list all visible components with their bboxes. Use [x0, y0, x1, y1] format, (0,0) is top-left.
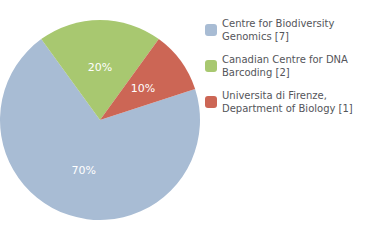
svg-text:Canadian Centre for DNA: Canadian Centre for DNA [222, 54, 348, 65]
svg-text:Department of Biology [1]: Department of Biology [1] [222, 103, 353, 114]
svg-text:70%: 70% [71, 164, 95, 177]
svg-text:10%: 10% [131, 82, 155, 95]
svg-text:Genomics [7]: Genomics [7] [222, 31, 289, 42]
svg-text:20%: 20% [88, 61, 112, 74]
svg-text:Barcoding [2]: Barcoding [2] [222, 67, 290, 78]
svg-text:Universita di Firenze,: Universita di Firenze, [222, 90, 327, 101]
svg-text:Centre for Biodiversity: Centre for Biodiversity [222, 18, 335, 29]
